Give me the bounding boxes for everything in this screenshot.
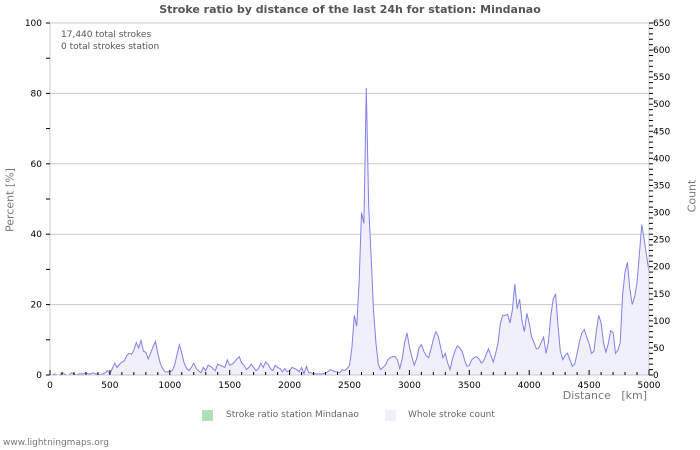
site-credit: www.lightningmaps.org xyxy=(3,438,109,448)
y-axis-right-label: Count xyxy=(685,179,699,213)
whole-stroke-count-area xyxy=(50,88,649,375)
y-right-tick-label: 600 xyxy=(653,46,670,56)
x-tick-label: 4500 xyxy=(578,381,601,391)
chart-title: Stroke ratio by distance of the last 24h… xyxy=(159,3,541,16)
y-right-tick-label: 650 xyxy=(653,19,670,29)
y-right-tick-label: 200 xyxy=(653,263,670,273)
y-right-tick-label: 450 xyxy=(653,127,670,137)
x-tick-label: 1000 xyxy=(158,381,181,391)
y-right-tick-label: 0 xyxy=(653,371,659,381)
legend-swatch-station-ratio xyxy=(202,410,213,421)
x-tick-label: 1500 xyxy=(218,381,241,391)
total-strokes-annotation: 17,440 total strokes xyxy=(61,30,152,40)
y-right-tick-label: 500 xyxy=(653,100,670,110)
x-tick-label: 3500 xyxy=(458,381,481,391)
x-tick-label: 3000 xyxy=(398,381,421,391)
whole-stroke-count-line xyxy=(50,87,650,376)
legend-swatch-whole-count xyxy=(385,410,396,421)
y-right-tick-label: 100 xyxy=(653,317,670,327)
x-tick-label: 0 xyxy=(47,381,53,391)
y-right-tick-label: 300 xyxy=(653,209,670,219)
y-left-tick-label: 80 xyxy=(31,89,43,99)
y-left-tick-label: 100 xyxy=(25,19,42,29)
x-tick-label: 4000 xyxy=(518,381,541,391)
x-axis-label: Distance [km] xyxy=(562,389,647,402)
y-left-tick-label: 40 xyxy=(31,230,43,240)
y-left-tick-label: 60 xyxy=(31,160,43,170)
x-tick-label: 2500 xyxy=(338,381,361,391)
legend-label-station-ratio: Stroke ratio station Mindanao xyxy=(226,410,359,420)
y-axis-left-label: Percent [%] xyxy=(3,168,17,232)
y-right-tick-label: 250 xyxy=(653,236,670,246)
y-right-tick-label: 150 xyxy=(653,290,670,300)
x-tick-label: 5000 xyxy=(638,381,661,391)
y-right-tick-label: 50 xyxy=(653,344,665,354)
y-right-tick-label: 550 xyxy=(653,73,670,83)
y-left-tick-label: 20 xyxy=(31,301,43,311)
station-strokes-annotation: 0 total strokes station xyxy=(61,42,160,52)
y-right-tick-label: 350 xyxy=(653,181,670,191)
y-left-tick-label: 0 xyxy=(36,371,42,381)
legend-label-whole-count: Whole stroke count xyxy=(408,410,495,420)
x-tick-label: 500 xyxy=(101,381,118,391)
x-tick-label: 2000 xyxy=(278,381,301,391)
y-right-tick-label: 400 xyxy=(653,154,670,164)
